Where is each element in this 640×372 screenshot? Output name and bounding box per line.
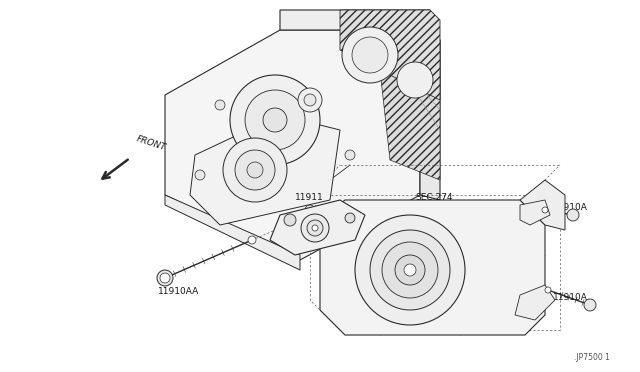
Circle shape xyxy=(584,299,596,311)
Circle shape xyxy=(545,287,551,293)
Polygon shape xyxy=(420,30,440,200)
Polygon shape xyxy=(280,10,430,30)
Circle shape xyxy=(160,273,170,283)
Circle shape xyxy=(248,236,256,244)
Text: 11910A: 11910A xyxy=(553,203,588,212)
Polygon shape xyxy=(380,40,440,180)
Circle shape xyxy=(382,242,438,298)
Circle shape xyxy=(215,100,225,110)
Polygon shape xyxy=(340,10,440,100)
Polygon shape xyxy=(165,195,300,270)
Text: SEC.274: SEC.274 xyxy=(415,193,452,202)
Text: 11910AA: 11910AA xyxy=(158,288,199,296)
Polygon shape xyxy=(190,115,340,225)
Circle shape xyxy=(263,108,287,132)
Circle shape xyxy=(342,27,398,83)
Polygon shape xyxy=(165,30,420,260)
Circle shape xyxy=(247,162,263,178)
Text: 11910A: 11910A xyxy=(553,294,588,302)
Polygon shape xyxy=(270,200,365,255)
Circle shape xyxy=(370,230,450,310)
Circle shape xyxy=(195,170,205,180)
Circle shape xyxy=(223,138,287,202)
Circle shape xyxy=(352,37,388,73)
Circle shape xyxy=(301,214,329,242)
Polygon shape xyxy=(520,180,565,230)
Circle shape xyxy=(235,150,275,190)
Circle shape xyxy=(345,213,355,223)
Circle shape xyxy=(345,150,355,160)
Polygon shape xyxy=(320,200,545,335)
Polygon shape xyxy=(520,200,550,225)
Circle shape xyxy=(245,90,305,150)
Circle shape xyxy=(305,205,315,215)
Circle shape xyxy=(298,88,322,112)
Circle shape xyxy=(312,225,318,231)
Circle shape xyxy=(567,209,579,221)
Circle shape xyxy=(157,270,173,286)
Circle shape xyxy=(395,255,425,285)
Circle shape xyxy=(284,214,296,226)
Text: 11911: 11911 xyxy=(295,193,324,202)
Text: .JP7500 1: .JP7500 1 xyxy=(574,353,610,362)
Circle shape xyxy=(542,207,548,213)
Circle shape xyxy=(230,75,320,165)
Text: FRONT: FRONT xyxy=(135,134,167,152)
Circle shape xyxy=(355,215,465,325)
Circle shape xyxy=(397,62,433,98)
Circle shape xyxy=(404,264,416,276)
Circle shape xyxy=(304,94,316,106)
Polygon shape xyxy=(515,285,555,320)
Circle shape xyxy=(307,220,323,236)
